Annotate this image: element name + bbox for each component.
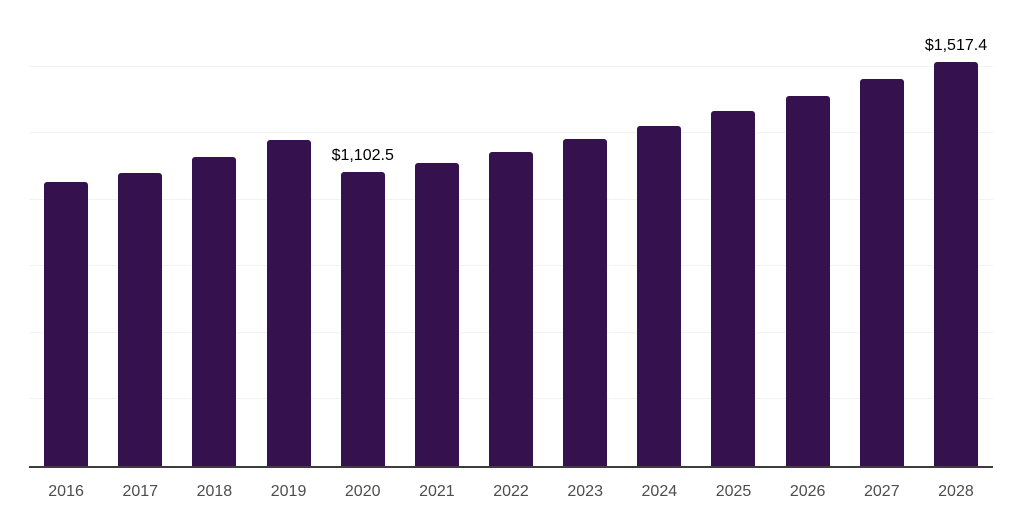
bar-column-2026 <box>771 2 845 466</box>
x-tick-label-2028: 2028 <box>938 483 974 500</box>
bars: $1,102.5 $1,517.4 <box>29 2 993 466</box>
bar-2027 <box>859 79 904 466</box>
x-tick-label-2018: 2018 <box>196 483 233 500</box>
x-tick-label-2023: 2023 <box>567 483 603 500</box>
bar-column-2024 <box>622 2 696 466</box>
bar-2026 <box>785 95 830 466</box>
bar-column-2027 <box>845 2 919 466</box>
bar-column-2017 <box>103 2 177 466</box>
x-tick-label-2017: 2017 <box>122 483 159 500</box>
bar-2021 <box>414 162 459 466</box>
bar-column-2020: $1,102.5 <box>326 2 400 466</box>
bar-column-2018 <box>177 2 251 466</box>
plot-area: $1,102.5 $1,517.4 <box>29 2 993 468</box>
x-tick-label-2027: 2027 <box>864 483 900 500</box>
bar-column-2028: $1,517.4 <box>919 2 993 466</box>
bar-2022 <box>489 151 534 466</box>
x-tick-label-2019: 2019 <box>270 483 307 500</box>
x-tick-label-2025: 2025 <box>715 483 752 500</box>
x-tick-label-2020: 2020 <box>344 483 381 500</box>
gridline <box>29 65 993 67</box>
bar-2023 <box>563 139 608 466</box>
x-tick-label-2022: 2022 <box>493 483 529 500</box>
bar-column-2023 <box>548 2 622 466</box>
x-tick-label-2021: 2021 <box>419 483 455 500</box>
bar-column-2022 <box>474 2 548 466</box>
x-tick-label-2024: 2024 <box>641 483 678 500</box>
bar-2025 <box>711 111 756 466</box>
bar-column-2016 <box>29 2 103 466</box>
bar-2017 <box>118 173 163 466</box>
bar-2024 <box>637 126 682 466</box>
bar-column-2019 <box>251 2 325 466</box>
x-tick-label-2016: 2016 <box>48 483 84 500</box>
bar-column-2021 <box>400 2 474 466</box>
bar-value-label: $1,102.5 <box>331 147 394 165</box>
bar-2020 <box>340 172 385 466</box>
bar-value-label: $1,517.4 <box>924 36 988 54</box>
gridline <box>29 132 993 134</box>
bar-2016 <box>44 181 89 466</box>
x-tick-label-2026: 2026 <box>789 483 826 500</box>
bar-2028 <box>933 61 978 466</box>
x-axis-labels: 2016 2017 2018 2019 2020 2021 2022 2023 2024 2025… <box>29 484 993 500</box>
bar-column-2025 <box>696 2 770 466</box>
bar-2019 <box>266 140 311 466</box>
bar-2018 <box>192 157 237 466</box>
